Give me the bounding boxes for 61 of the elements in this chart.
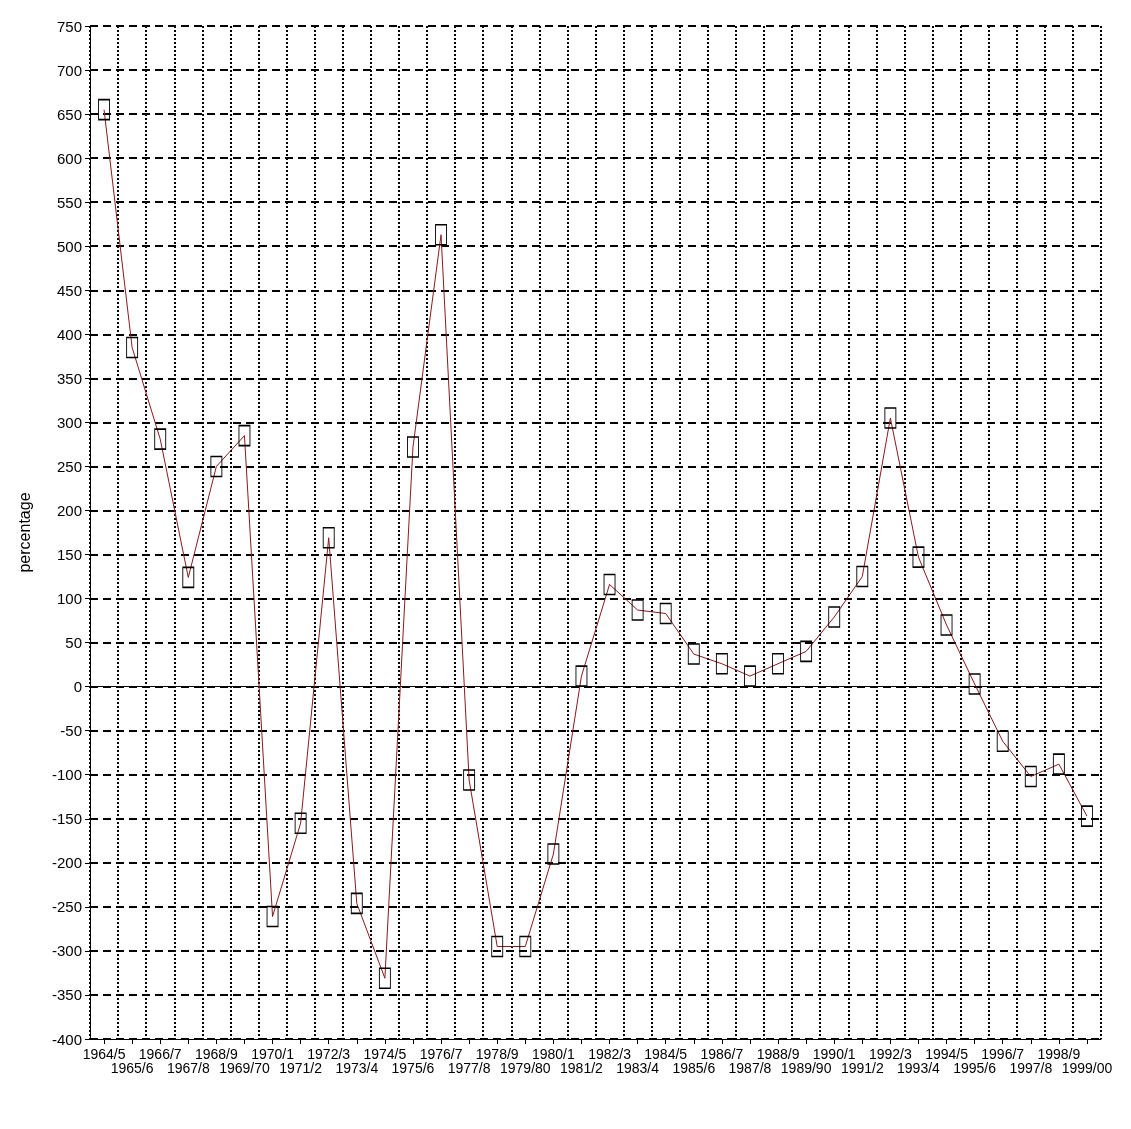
x-tick-label: 1977/8: [447, 1060, 491, 1076]
x-tick-label: 1989/90: [780, 1060, 832, 1076]
y-tick-label: 650: [56, 105, 82, 123]
x-tick-label: 1970/1: [251, 1046, 295, 1062]
x-tick-label: 1995/6: [953, 1060, 997, 1076]
x-tick-label: 1972/3: [307, 1046, 351, 1062]
x-tick-label: 1966/7: [138, 1046, 182, 1062]
y-tick-label: -150: [51, 810, 82, 828]
x-tick-label: 1994/5: [925, 1046, 969, 1062]
y-tick-label: 350: [56, 369, 82, 387]
x-tick-label: 1999/00: [1061, 1060, 1113, 1076]
y-tick-label: 400: [56, 325, 82, 343]
y-tick-label: -50: [60, 722, 82, 740]
x-tick-label: 1982/3: [588, 1046, 632, 1062]
y-tick-label: -350: [51, 986, 82, 1004]
x-tick-label: 1979/80: [499, 1060, 551, 1076]
x-tick-label: 1975/6: [391, 1060, 435, 1076]
x-tick-label: 1973/4: [335, 1060, 379, 1076]
x-tick-label: 1969/70: [219, 1060, 270, 1076]
y-axis-title: percentage: [15, 492, 33, 573]
y-tick-label: 600: [56, 149, 82, 167]
x-tick-label: 1987/8: [728, 1060, 772, 1076]
x-tick-label: 1981/2: [560, 1060, 604, 1076]
y-tick-label: -200: [51, 854, 82, 872]
y-tick-label: -100: [51, 766, 82, 784]
x-tick-label: 1992/3: [868, 1046, 912, 1062]
y-tick-label: 100: [56, 590, 82, 608]
y-tick-label: 550: [56, 193, 82, 211]
y-tick-label: 700: [56, 61, 82, 79]
x-tick-label: 1985/6: [672, 1060, 716, 1076]
x-tick-label: 1980/1: [531, 1046, 575, 1062]
y-tick-label: 500: [56, 237, 82, 255]
y-tick-label: 150: [56, 546, 82, 564]
x-tick-label: 1976/7: [419, 1046, 463, 1062]
x-tick-label: 1998/9: [1037, 1046, 1081, 1062]
y-tick-label: 200: [56, 501, 82, 519]
x-tick-label: 1988/9: [756, 1046, 800, 1062]
x-tick-label: 1978/9: [475, 1046, 519, 1062]
x-tick-label: 1965/6: [110, 1060, 154, 1076]
y-tick-label: -300: [51, 942, 82, 960]
x-tick-label: 1990/1: [812, 1046, 856, 1062]
y-tick-label: -250: [51, 898, 82, 916]
x-tick-label: 1971/2: [279, 1060, 323, 1076]
y-tick-label: 450: [56, 281, 82, 299]
x-tick-label: 1997/8: [1009, 1060, 1053, 1076]
x-tick-label: 1967/8: [166, 1060, 210, 1076]
x-tick-label: 1986/7: [700, 1046, 744, 1062]
y-tick-label: -400: [51, 1030, 82, 1048]
y-tick-label: 50: [65, 634, 82, 652]
y-tick-label: 250: [56, 457, 82, 475]
x-tick-label: 1964/5: [82, 1046, 126, 1062]
x-tick-label: 1968/9: [194, 1046, 238, 1062]
y-tick-label: 750: [56, 17, 82, 35]
x-tick-label: 1974/5: [363, 1046, 407, 1062]
y-tick-label: 300: [56, 413, 82, 431]
x-tick-label: 1983/4: [616, 1060, 660, 1076]
x-tick-label: 1996/7: [981, 1046, 1025, 1062]
y-tick-label: 0: [73, 678, 82, 696]
x-tick-label: 1991/2: [840, 1060, 884, 1076]
x-tick-label: 1984/5: [644, 1046, 688, 1062]
x-tick-label: 1993/4: [897, 1060, 941, 1076]
